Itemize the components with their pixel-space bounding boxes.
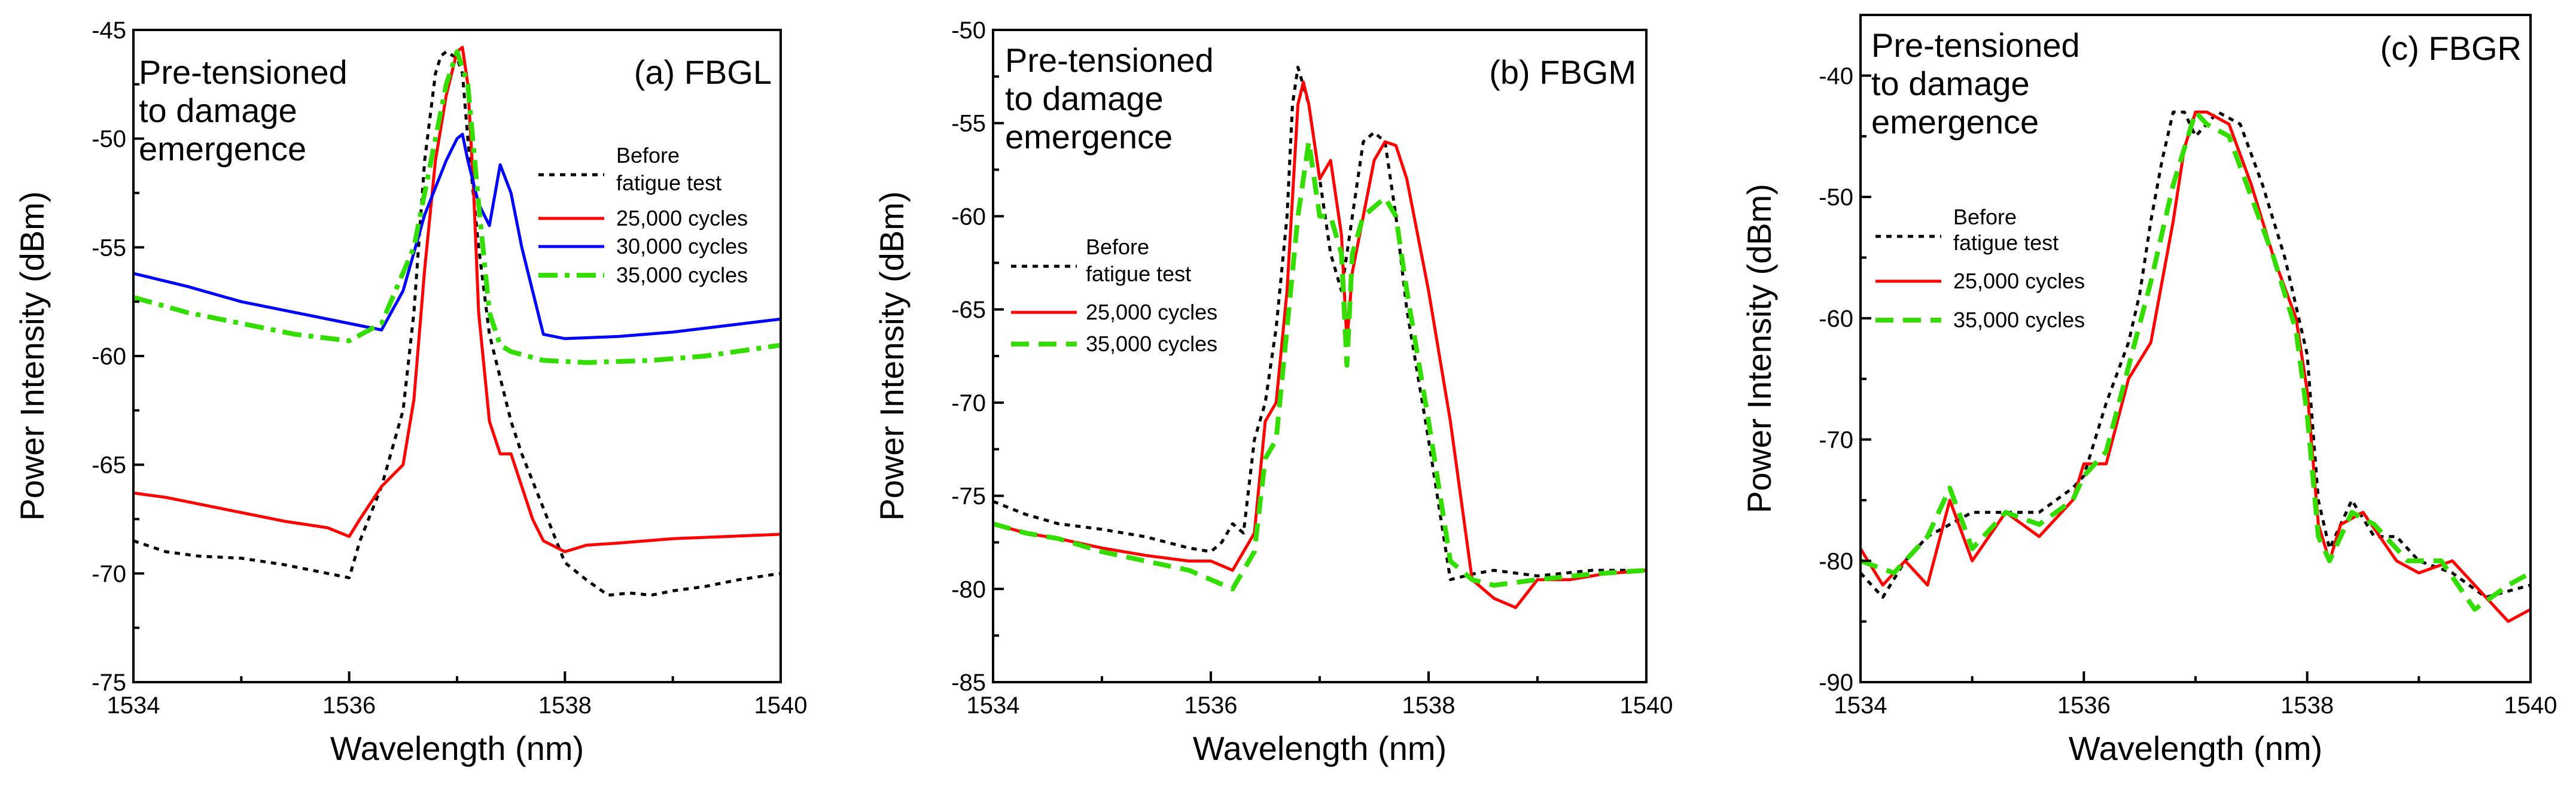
y-tick-label: -40 [1819, 63, 1853, 89]
y-tick-label: -60 [951, 203, 986, 230]
y-tick-label: -65 [951, 297, 986, 323]
series-line [1861, 110, 2531, 612]
series-line [133, 49, 781, 365]
series-line [993, 80, 1646, 609]
y-tick-label: -75 [951, 483, 986, 510]
legend-label: 30,000 cycles [616, 234, 748, 258]
y-tick-label: -70 [951, 390, 986, 416]
panel-title: (b) FBGM [1489, 53, 1636, 91]
x-tick-label: 1534 [967, 692, 1020, 719]
x-axis-label: Wavelength (nm) [2069, 729, 2322, 767]
legend-label: fatigue test [616, 171, 721, 195]
series-line [1861, 110, 2531, 599]
legend-label: 35,000 cycles [1086, 331, 1217, 356]
y-tick-label: -50 [1819, 184, 1853, 211]
annotation-text: emergence [1871, 103, 2039, 141]
annotation-text: to damage [139, 92, 297, 129]
series-line [993, 139, 1646, 592]
x-tick-label: 1536 [1185, 692, 1238, 719]
y-axis-label: Power Intensity (dBm) [13, 191, 51, 521]
y-tick-label: -75 [92, 670, 126, 696]
y-tick-label: -45 [92, 17, 126, 44]
legend-label: 25,000 cycles [616, 206, 748, 230]
y-tick-label: -70 [92, 561, 126, 587]
x-tick-label: 1538 [538, 692, 592, 719]
y-tick-label: -65 [92, 452, 126, 479]
series-line [133, 132, 781, 340]
y-tick-label: -70 [1819, 427, 1853, 454]
chart-panel-3: 1534 1536 1538 1540 -90 -80 -70 -60 -50 -40 Wavele… [1740, 14, 2557, 767]
x-tick-label: 1538 [2280, 692, 2334, 719]
x-tick-label: 1534 [107, 692, 160, 719]
x-tick-label: 1540 [2504, 692, 2557, 719]
series-line [1861, 110, 2531, 624]
annotation-text: Pre-tensioned [1871, 26, 2080, 64]
y-tick-label: -55 [92, 235, 126, 261]
series-line [133, 45, 781, 553]
annotation-text: Pre-tensioned [139, 53, 348, 91]
legend-label: fatigue test [1086, 261, 1191, 286]
y-axis-label: Power Intensity (dBm) [1740, 184, 1778, 513]
y-axis-label: Power Intensity (dBm) [873, 191, 911, 521]
x-tick-label: 1538 [1402, 692, 1456, 719]
y-tick-label: -55 [951, 111, 986, 137]
legend-label: 25,000 cycles [1086, 300, 1217, 324]
annotation-text: to damage [1005, 80, 1164, 117]
annotation-text: to damage [1871, 65, 2030, 102]
x-tick-label: 1534 [1834, 692, 1887, 719]
panel-title: (a) FBGL [634, 53, 772, 91]
chart-panel-1: 1534 1536 1538 1540 -75 -70 -65 -60 -55 -50 -45 Wav… [13, 17, 807, 767]
y-tick-label: -50 [92, 126, 126, 153]
legend-label: Before [1086, 235, 1149, 259]
x-tick-label: 1536 [2057, 692, 2111, 719]
legend-label: 35,000 cycles [616, 263, 748, 287]
annotation-text: Pre-tensioned [1005, 41, 1214, 79]
chart-panel-2: 1534 1536 1538 1540 -85 -80 -75 -70 -65 -60 -55 -50… [873, 17, 1673, 767]
x-tick-label: 1540 [754, 692, 808, 719]
y-tick-label: -85 [951, 670, 986, 696]
legend-label: 25,000 cycles [1953, 269, 2085, 293]
legend-label: Before [616, 143, 680, 168]
y-tick-label: -80 [951, 576, 986, 603]
x-tick-label: 1536 [322, 692, 376, 719]
series-line [993, 65, 1646, 582]
legend-label: Before [1953, 205, 2017, 229]
annotation-text: emergence [139, 130, 306, 168]
y-tick-label: -50 [951, 17, 986, 44]
x-tick-label: 1540 [1620, 692, 1673, 719]
y-tick-label: -60 [1819, 306, 1853, 332]
x-axis-label: Wavelength (nm) [1193, 729, 1447, 767]
panel-title: (c) FBGR [2380, 29, 2522, 67]
y-tick-label: -90 [1819, 670, 1853, 696]
x-axis-label: Wavelength (nm) [330, 729, 584, 767]
y-tick-label: -80 [1819, 548, 1853, 574]
legend-label: fatigue test [1953, 230, 2059, 255]
y-tick-label: -60 [92, 343, 126, 370]
legend-label: 35,000 cycles [1953, 308, 2085, 332]
annotation-text: emergence [1005, 118, 1173, 156]
